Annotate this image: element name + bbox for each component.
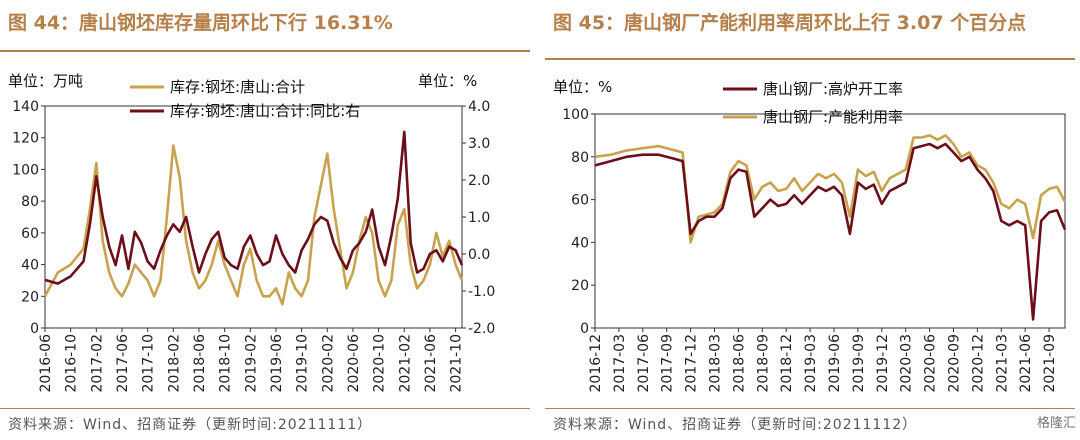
y-tick-label: 140 [12,99,39,115]
x-tick-label: 2019-09 [851,334,867,393]
legend-label: 唐山钢厂:高炉开工率 [763,80,903,98]
x-tick-label: 2017-02 [89,334,105,393]
figure-44-title: 图 44：唐山钢坯库存量周环比下行 16.31% [8,12,393,34]
x-tick-label: 2017-10 [141,334,157,393]
y-tick-label: 40 [21,258,39,274]
legend-label: 库存:钢坯:唐山:合计 [170,78,305,96]
x-tick-label: 2016-12 [588,334,604,393]
title-rule [545,58,1075,60]
x-tick-label: 2018-02 [166,334,182,393]
x-tick-label: 2017-12 [684,334,700,393]
y-tick-label: 100 [12,162,39,178]
x-tick-label: 2020-06 [346,334,362,393]
figure-44-panel: 图 44：唐山钢坯库存量周环比下行 16.31% 0 20 40 60 80 100 120… [0,0,535,440]
y-tick-label: 40 [571,235,589,251]
x-tick-label: 2018-06 [192,334,208,393]
x-tick-label: 2018-12 [779,334,795,393]
x-tick-label: 2021-09 [1042,334,1058,393]
figure-44-source: 资料来源：Wind、招商证券（更新时间:20211111） [8,417,373,433]
x-tick-label: 2019-06 [269,334,285,393]
figure-45-title: 图 45：唐山钢厂产能利用率周环比上行 3.07 个百分点 [553,12,1027,34]
x-tick-label: 2018-10 [218,334,234,393]
series-line [44,130,464,285]
x-tick-label: 2016-06 [38,334,54,393]
y-axis-unit: 单位：% [553,78,612,96]
x-tick-label: 2020-12 [970,334,986,393]
x-tick-label: 2019-06 [827,334,843,393]
x-tick-label: 2018-09 [755,334,771,393]
x-tick-label: 2017-06 [115,334,131,393]
x-tick-label: 2019-10 [295,334,311,393]
x-tick-label: 2019-12 [875,334,891,393]
x-tick-label: 2017-09 [660,334,676,393]
y-tick-label: 0 [30,321,39,337]
series-line [43,144,464,306]
y-tick-label: 20 [571,278,589,294]
y2-tick-label: 2.0 [468,173,490,189]
x-tick-label: 2019-02 [243,334,259,393]
x-tick-label: 2016-10 [64,334,80,393]
source-rule [545,408,1075,409]
figure-45-panel: 图 45：唐山钢厂产能利用率周环比上行 3.07 个百分点 0 20 40 60 80 1… [545,0,1080,440]
plot-frame [44,105,463,329]
x-tick-label: 2020-03 [899,334,915,393]
y-tick-label: 60 [21,226,39,242]
y2-tick-label: 3.0 [468,136,490,152]
figure-45-source: 资料来源：Wind、招商证券（更新时间:20211112） [553,417,918,433]
series-line [594,134,1067,244]
y-tick-label: 80 [571,150,589,166]
source-rule [0,408,530,409]
x-tick-label: 2021-06 [423,334,439,393]
x-tick-label: 2020-06 [923,334,939,393]
y-axis-unit: 单位：万吨 [8,72,83,90]
x-tick-label: 2021-06 [1018,334,1034,393]
y-tick-label: 60 [571,193,589,209]
x-tick-label: 2019-03 [803,334,819,393]
y2-tick-label: 1.0 [468,210,490,226]
y2-tick-label: 0.0 [468,247,490,263]
plot-frame [594,113,1066,329]
watermark-logo: 格隆汇 [1036,416,1076,431]
y2-tick-label: -1.0 [468,284,495,300]
figure-44-chart: 0 20 40 60 80 100 120 140 -2.0 -1.0 0.0 1.0 2.0 3.0 4.… [8,72,495,393]
x-tick-label: 2017-06 [636,334,652,393]
legend-label: 库存:钢坯:唐山:合计:同比:右 [170,102,360,120]
y-tick-label: 0 [580,321,589,337]
figure-45-chart: 0 20 40 60 80 100 2016-12 2017-03 2017-06 2017-09… [553,78,1067,393]
y-tick-label: 120 [12,131,39,147]
x-tick-label: 2018-03 [707,334,723,393]
x-tick-label: 2018-06 [731,334,747,393]
x-tick-label: 2020-09 [946,334,962,393]
x-tick-label: 2017-03 [612,334,628,393]
y2-tick-label: -2.0 [468,321,495,337]
title-rule [0,50,530,52]
y-tick-label: 100 [562,107,589,123]
legend-label: 唐山钢厂:产能利用率 [763,108,903,126]
x-tick-label: 2021-03 [994,334,1010,393]
x-tick-label: 2021-02 [397,334,413,393]
y-tick-label: 80 [21,194,39,210]
y2-axis-unit: 单位：% [418,72,477,90]
y-tick-label: 20 [21,289,39,305]
x-tick-label: 2020-02 [320,334,336,393]
y2-tick-label: 4.0 [468,99,490,115]
x-tick-label: 2020-10 [372,334,388,393]
series-line [594,142,1067,321]
x-tick-label: 2021-10 [449,334,465,393]
